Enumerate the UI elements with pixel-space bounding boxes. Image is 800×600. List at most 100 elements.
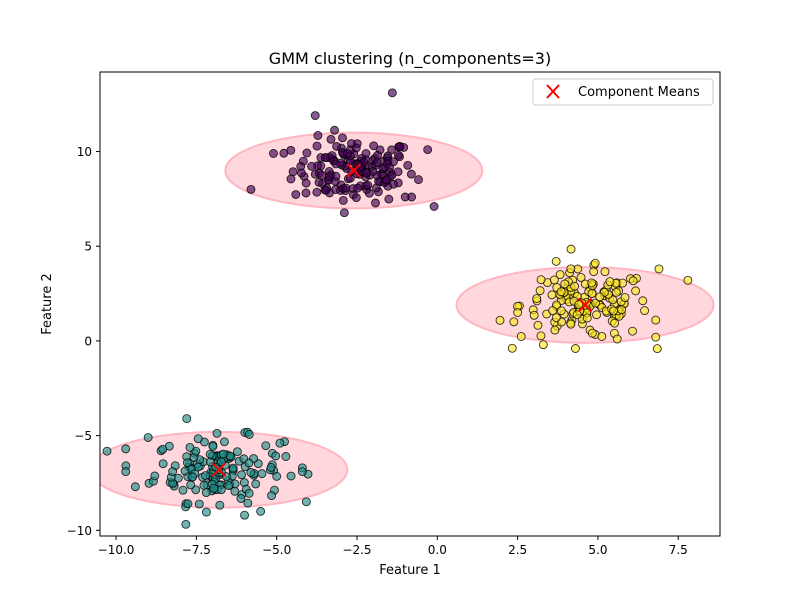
scatter-point: [566, 319, 576, 329]
scatter-point: [209, 483, 219, 493]
scatter-point: [236, 494, 246, 503]
scatter-point: [275, 438, 285, 448]
scatter-point: [406, 169, 416, 179]
scatter-point: [301, 188, 311, 198]
scatter-point: [297, 467, 307, 477]
y-axis-label: Feature 2: [40, 273, 55, 335]
scatter-point: [610, 318, 620, 328]
scatter-point: [538, 340, 548, 350]
scatter-point: [218, 449, 228, 459]
scatter-point: [232, 447, 242, 457]
scatter-point: [395, 142, 405, 152]
x-tick-label: 7.5: [669, 543, 688, 557]
scatter-point: [314, 177, 324, 187]
scatter-point: [369, 141, 379, 151]
scatter-point: [536, 275, 546, 285]
scatter-point: [301, 497, 311, 507]
scatter-point: [617, 305, 627, 315]
scatter-point: [178, 485, 188, 495]
scatter-point: [529, 310, 539, 320]
plot-frame: [99, 71, 721, 537]
scatter-point: [330, 125, 339, 135]
scatter-point: [130, 482, 140, 492]
scatter-point: [291, 190, 301, 199]
scatter-point: [574, 300, 584, 310]
scatter-point: [219, 437, 229, 447]
scatter-point: [353, 183, 363, 193]
legend-mean-marker: [546, 84, 560, 99]
scatter-point: [609, 306, 619, 316]
y-tick-label: −10: [67, 524, 92, 538]
scatter-point: [216, 485, 226, 495]
scatter-point: [272, 471, 282, 481]
scatter-point: [215, 500, 225, 510]
x-axis-label: Feature 1: [379, 563, 441, 578]
scatter-point: [296, 161, 306, 171]
scatter-point: [331, 159, 341, 169]
y-tick-label: −5: [74, 429, 92, 443]
scatter-point: [143, 433, 153, 442]
scatter-point: [243, 498, 253, 508]
scatter-point: [216, 457, 226, 467]
scatter-point: [313, 131, 323, 140]
x-tick-label: −2.5: [342, 543, 371, 557]
scatter-point: [351, 143, 361, 153]
scatter-point: [341, 183, 351, 193]
scatter-point: [286, 471, 296, 481]
scatter-point: [590, 258, 600, 268]
scatter-point: [651, 332, 661, 342]
scatter-point: [302, 148, 312, 158]
scatter-point: [516, 332, 526, 341]
scatter-point: [589, 267, 599, 277]
scatter-point: [555, 270, 565, 280]
scatter-point: [587, 328, 597, 338]
component-mean-marker: [577, 297, 593, 313]
scatter-point: [181, 519, 191, 529]
scatter-point: [261, 441, 271, 451]
scatter-point: [582, 313, 592, 323]
scatter-point: [269, 148, 278, 158]
scatter-point: [612, 334, 622, 344]
scatter-point: [371, 183, 381, 193]
scatter-point: [208, 442, 218, 451]
scatter-point: [592, 310, 602, 320]
scatter-point: [194, 499, 204, 509]
scatter-point: [556, 306, 566, 316]
legend: Component Means: [532, 78, 714, 106]
scatter-point: [237, 470, 247, 480]
scatter-point: [312, 141, 322, 151]
scatter-point: [640, 306, 650, 316]
scatter-point: [570, 344, 580, 353]
scatter-point: [547, 290, 557, 300]
scatter-point: [533, 320, 543, 330]
scatter-point: [251, 479, 261, 489]
x-tick-label: 0.0: [428, 543, 447, 557]
scatter-point: [205, 449, 215, 459]
scatter-point: [587, 289, 597, 299]
scatter-point: [654, 264, 664, 274]
scatter-point: [387, 88, 397, 98]
x-tick-label: −5.0: [262, 543, 291, 557]
scatter-point: [566, 264, 576, 274]
scatter-point: [257, 469, 267, 479]
scatter-point: [267, 491, 277, 501]
scatter-point: [651, 315, 661, 325]
scatter-point: [320, 153, 330, 163]
x-tick-label: 2.5: [508, 543, 527, 557]
scatter-point: [201, 471, 211, 480]
component-means: [211, 163, 593, 477]
scatter-point: [403, 160, 413, 170]
scatter-point: [185, 442, 195, 452]
scatter-point: [628, 276, 638, 286]
scatter-point: [429, 202, 439, 211]
scatter-point: [351, 193, 361, 203]
x-tick-label: −10.0: [98, 543, 135, 557]
scatter-point: [246, 468, 256, 477]
scatter-point: [605, 277, 615, 287]
scatter-point: [324, 172, 334, 182]
scatter-point: [371, 198, 380, 208]
x-tick-label: −7.5: [182, 543, 211, 557]
x-tick-label: 5.0: [588, 543, 607, 557]
scatter-point: [495, 315, 505, 325]
scatter-point: [182, 458, 192, 468]
